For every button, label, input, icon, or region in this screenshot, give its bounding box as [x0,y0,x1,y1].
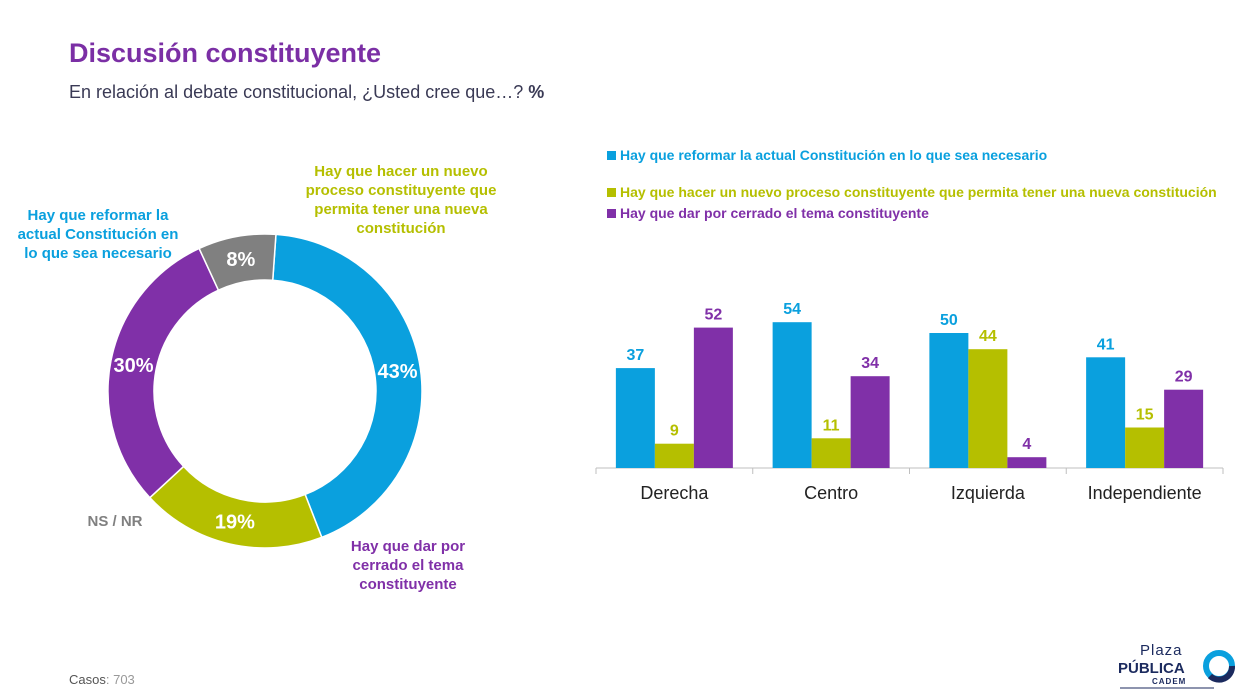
bar-category-label-centro: Centro [804,483,858,503]
bar-data-label-izquierda-s3: 4 [1022,436,1031,453]
donut-value-label-1: 43% [377,361,417,383]
donut-slice-4 [198,233,277,292]
bar-derecha-s3 [693,327,733,468]
bar-data-label-centro-s3: 34 [861,355,879,372]
legend-swatch-reformar [607,151,616,160]
casos-label: Casos [69,672,106,687]
plaza-publica-logo: Plaza PÚBLICA CADEM [1118,642,1236,690]
donut-label-nuevo: Hay que hacer un nuevo proceso constituy… [305,163,497,237]
bar-izquierda-s1 [929,333,969,468]
page-subtitle: En relación al debate constitucional, ¿U… [69,82,544,103]
legend-item-reformar: Hay que reformar la actual Constitución … [607,146,1227,164]
footer-casos: Casos: 703 [69,672,135,687]
subtitle-unit: % [528,82,545,102]
bar-data-label-independiente-s1: 41 [1097,336,1115,353]
donut-label-nsnr: NS / NR [87,513,143,530]
legend-item-cerrado: Hay que dar por cerrado el tema constitu… [607,204,1227,222]
bar-izquierda-s2 [968,349,1008,468]
bar-derecha-s2 [654,443,694,468]
subtitle-text: En relación al debate constitucional, ¿U… [69,82,524,102]
donut-slice-3 [107,247,220,499]
bar-data-label-izquierda-s1: 50 [940,312,958,329]
bar-centro-s2 [811,438,851,468]
logo-publica: PÚBLICA [1118,660,1185,677]
bar-data-label-derecha-s1: 37 [626,347,644,364]
bar-data-label-derecha-s3: 52 [704,307,722,324]
bar-data-label-izquierda-s2: 44 [979,328,997,345]
page-title: Discusión constituyente [69,38,382,68]
donut-slice-2 [148,465,323,549]
bar-data-label-independiente-s3: 29 [1175,369,1193,386]
bar-data-label-centro-s2: 11 [823,417,840,434]
bar-independiente-s1 [1086,357,1126,468]
legend-label-cerrado: Hay que dar por cerrado el tema constitu… [620,205,929,221]
legend-swatch-cerrado [607,209,616,218]
legend-item-nuevo: Hay que hacer un nuevo proceso constituy… [607,183,1227,201]
bar-izquierda-s3 [1007,457,1047,468]
bar-centro-s3 [850,376,890,468]
casos-value: : 703 [105,672,135,687]
bar-chart-legend: Hay que reformar la actual Constitución … [607,146,1227,222]
donut-label-cerrado: Hay que dar por cerrado el tema constitu… [350,538,466,593]
logo-plaza: Plaza [1140,642,1183,659]
bar-category-label-izquierda: Izquierda [951,483,1026,503]
bar-derecha-s1 [615,368,655,468]
legend-swatch-nuevo [607,188,616,197]
donut-slice-1 [271,233,423,539]
donut-label-reformar: Hay que reformar la actual Constitución … [17,207,179,262]
legend-label-nuevo: Hay que hacer un nuevo proceso constituy… [620,184,1217,200]
logo-cadem: CADEM [1152,677,1187,686]
bar-data-label-derecha-s2: 9 [670,423,679,440]
bar-category-label-derecha: Derecha [640,483,709,503]
donut-value-label-4: 8% [226,249,255,271]
bar-independiente-s2 [1125,427,1165,468]
donut-value-label-3: 30% [114,355,154,377]
bar-data-label-independiente-s2: 15 [1136,407,1154,424]
bar-centro-s1 [772,322,812,468]
bar-data-label-centro-s1: 54 [783,301,801,318]
logo-swirl-icon [1120,650,1235,689]
bar-independiente-s3 [1164,389,1204,468]
donut-value-label-2: 19% [215,512,255,534]
bar-category-label-independiente: Independiente [1088,483,1202,503]
legend-label-reformar: Hay que reformar la actual Constitución … [620,147,1048,163]
